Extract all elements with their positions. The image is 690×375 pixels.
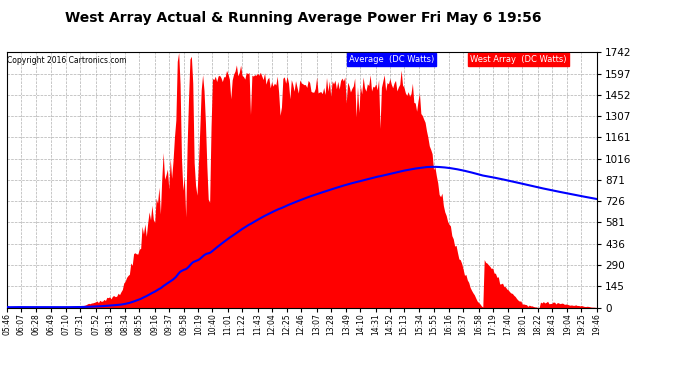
Text: West Array Actual & Running Average Power Fri May 6 19:56: West Array Actual & Running Average Powe… <box>66 11 542 25</box>
Text: Copyright 2016 Cartronics.com: Copyright 2016 Cartronics.com <box>8 56 127 65</box>
Text: West Array  (DC Watts): West Array (DC Watts) <box>470 55 566 64</box>
Text: Average  (DC Watts): Average (DC Watts) <box>349 55 434 64</box>
